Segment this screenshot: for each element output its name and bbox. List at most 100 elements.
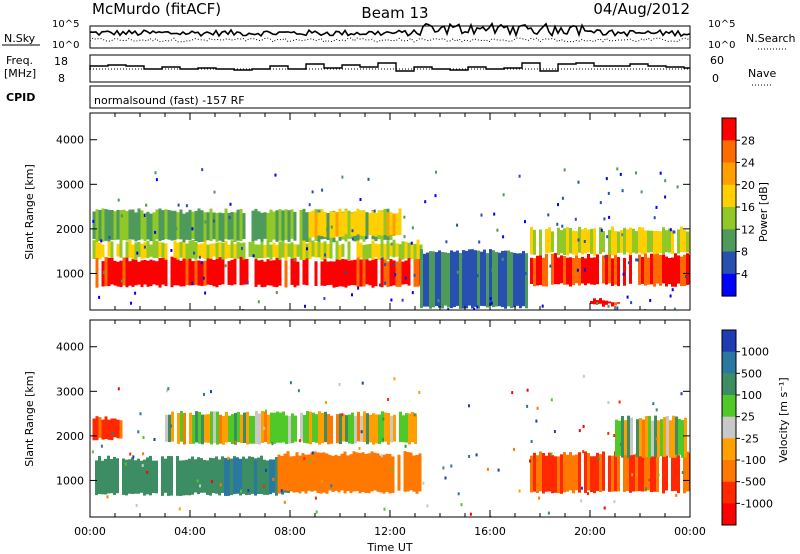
heatmap-cell bbox=[209, 243, 213, 259]
heatmap-cell bbox=[388, 454, 392, 494]
heatmap-cell bbox=[98, 210, 102, 241]
colorbar-tick-label: 8 bbox=[741, 246, 748, 259]
heatmap-cell bbox=[206, 212, 210, 241]
heatmap-speckle bbox=[198, 255, 201, 259]
heatmap-cell bbox=[230, 259, 234, 286]
heatmap-cell bbox=[179, 260, 183, 287]
heatmap-cell bbox=[316, 452, 320, 493]
heatmap-cell bbox=[249, 415, 252, 444]
heatmap-cell bbox=[632, 454, 635, 492]
heatmap-cell bbox=[486, 253, 489, 308]
heatmap-cell bbox=[203, 212, 207, 242]
heatmap-speckle bbox=[550, 452, 553, 456]
heatmap-cell bbox=[296, 244, 300, 257]
heatmap-cell bbox=[167, 210, 171, 240]
heatmap-cell bbox=[245, 458, 248, 495]
heatmap-cell bbox=[209, 256, 213, 285]
heatmap-speckle bbox=[167, 387, 170, 391]
freq-label: Freq. bbox=[6, 54, 33, 67]
heatmap-speckle bbox=[582, 450, 585, 454]
heatmap-speckle bbox=[265, 468, 267, 472]
heatmap-speckle bbox=[185, 204, 188, 208]
heatmap-cell bbox=[260, 212, 264, 242]
heatmap-speckle bbox=[265, 409, 268, 413]
colorbar-swatch bbox=[722, 162, 736, 186]
heatmap-cell bbox=[167, 456, 170, 496]
heatmap-cell bbox=[599, 298, 602, 304]
heatmap-cell bbox=[371, 240, 375, 260]
heatmap-speckle bbox=[136, 251, 139, 255]
heatmap-speckle bbox=[578, 429, 581, 433]
colorbar-tick-label: 4 bbox=[741, 268, 748, 281]
heatmap-cell bbox=[116, 419, 120, 439]
x-axis-label: Time UT bbox=[366, 541, 412, 554]
heatmap-cell bbox=[614, 253, 617, 285]
heatmap-speckle bbox=[111, 432, 114, 436]
heatmap-cell bbox=[653, 253, 656, 287]
heatmap-speckle bbox=[497, 468, 500, 472]
velocity-panel: 4000 3000 2000 1000 00:00 04:00 08:00 12:00 16:0… bbox=[56, 319, 706, 538]
y-tick-label: 3000 bbox=[56, 385, 84, 398]
heatmap-cell bbox=[107, 240, 111, 257]
heatmap-cell bbox=[240, 414, 243, 443]
heatmap-cell bbox=[672, 415, 675, 458]
heatmap-cell bbox=[638, 227, 641, 253]
heatmap-speckle bbox=[680, 392, 683, 396]
heatmap-cell bbox=[128, 209, 132, 240]
heatmap-cell bbox=[212, 458, 215, 494]
heatmap-cell bbox=[242, 456, 245, 493]
heatmap-cell bbox=[593, 298, 596, 305]
heatmap-speckle bbox=[445, 240, 448, 244]
heatmap-cell bbox=[608, 254, 611, 284]
heatmap-cell bbox=[310, 452, 314, 492]
heatmap-cell bbox=[678, 418, 681, 455]
heatmap-cell bbox=[378, 414, 381, 444]
heatmap-cell bbox=[536, 455, 539, 493]
heatmap-cell bbox=[384, 412, 387, 442]
heatmap-speckle bbox=[435, 170, 437, 174]
heatmap-cell bbox=[471, 249, 474, 309]
heatmap-cell bbox=[356, 208, 360, 235]
heatmap-speckle bbox=[473, 307, 476, 310]
heatmap-cell bbox=[626, 229, 629, 253]
heatmap-cell bbox=[104, 257, 108, 287]
velocity-axis: 4000 3000 2000 1000 00:00 04:00 08:00 12:00 16:0… bbox=[56, 320, 706, 538]
heatmap-cell bbox=[572, 455, 575, 494]
heatmap-cell bbox=[683, 254, 686, 286]
heatmap-cell bbox=[352, 451, 356, 492]
heatmap-cell bbox=[215, 257, 219, 288]
heatmap-speckle bbox=[476, 305, 479, 309]
heatmap-cell bbox=[429, 251, 432, 309]
heatmap-cell bbox=[608, 455, 611, 492]
heatmap-cell bbox=[219, 414, 222, 444]
heatmap-cell bbox=[213, 411, 216, 444]
heatmap-cell bbox=[362, 244, 366, 260]
heatmap-cell bbox=[530, 257, 533, 284]
heatmap-cell bbox=[194, 210, 198, 242]
heatmap-speckle bbox=[201, 168, 204, 172]
heatmap-cell bbox=[164, 258, 168, 287]
heatmap-cell bbox=[312, 412, 315, 443]
velocity-colorbar: 1000 500 100 25 -25 -100 -500 -1000 bbox=[721, 329, 773, 526]
heatmap-cell bbox=[344, 209, 348, 235]
heatmap-speckle bbox=[664, 195, 667, 199]
heatmap-cell bbox=[530, 226, 533, 255]
heatmap-cell bbox=[170, 456, 173, 496]
heatmap-cell bbox=[307, 454, 311, 491]
heatmap-cell bbox=[615, 419, 618, 457]
heatmap-cell bbox=[234, 412, 237, 445]
heatmap-cell bbox=[387, 413, 390, 445]
heatmap-cell bbox=[669, 420, 672, 458]
heatmap-cell bbox=[608, 229, 611, 255]
heatmap-cell bbox=[293, 244, 297, 259]
heatmap-cell bbox=[263, 212, 267, 239]
heatmap-cell bbox=[248, 460, 251, 494]
colorbar-swatch bbox=[722, 438, 736, 461]
heatmap-cell bbox=[602, 451, 605, 491]
heatmap-cell bbox=[313, 451, 317, 491]
heatmap-cell bbox=[257, 211, 261, 240]
heatmap-cell bbox=[382, 454, 386, 494]
heatmap-speckle bbox=[536, 406, 539, 410]
heatmap-cell bbox=[411, 412, 414, 443]
heatmap-cell bbox=[397, 454, 401, 491]
